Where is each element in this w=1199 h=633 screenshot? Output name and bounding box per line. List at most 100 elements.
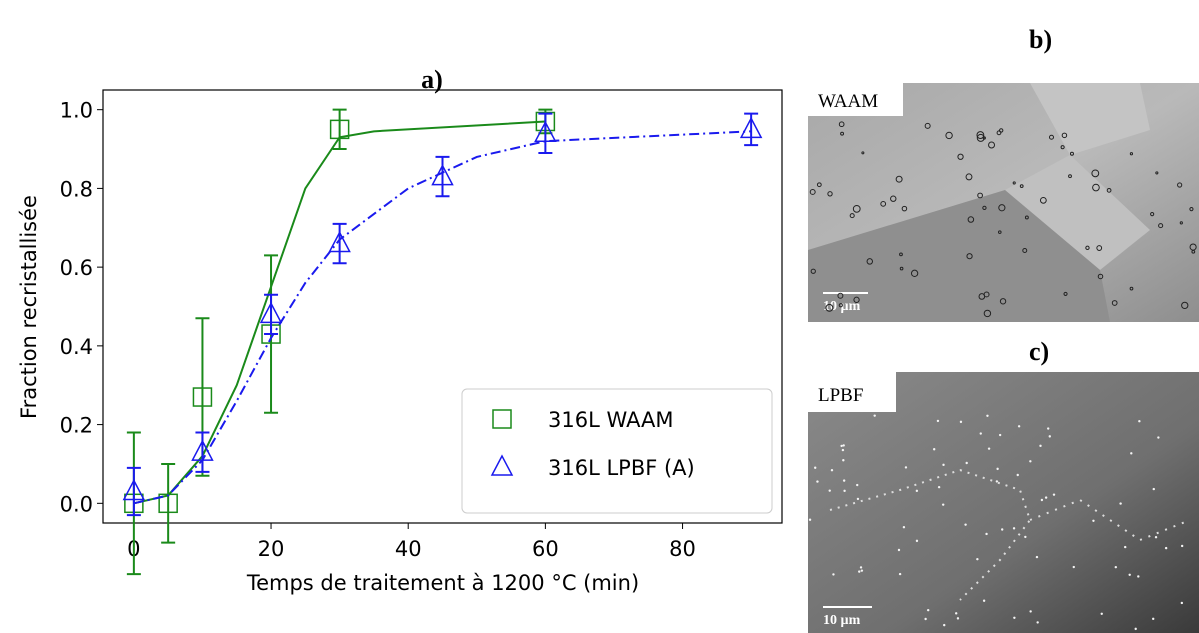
particle <box>828 489 831 492</box>
particle <box>1152 617 1155 621</box>
particle <box>977 192 983 199</box>
particle <box>1029 460 1032 463</box>
particle <box>856 497 860 501</box>
particle <box>945 131 953 140</box>
particle <box>1069 151 1074 156</box>
particle <box>965 461 968 465</box>
marker-square <box>492 409 512 429</box>
particle <box>998 433 1002 437</box>
error-bar <box>538 112 553 154</box>
particle <box>1180 601 1184 605</box>
particle <box>924 617 927 621</box>
particle <box>842 479 846 482</box>
particle <box>842 444 845 447</box>
particle <box>898 572 902 576</box>
marker-triangle <box>534 120 557 143</box>
legend-label: 316L LPBF (A) <box>548 456 695 480</box>
particle <box>986 414 989 417</box>
y-tick-label: 0.0 <box>60 492 93 516</box>
grain <box>1030 83 1150 155</box>
particle <box>1191 249 1196 254</box>
particle <box>1111 300 1118 306</box>
marker-square <box>192 387 213 407</box>
fit-line <box>133 130 752 505</box>
particle <box>943 623 946 627</box>
marker-square <box>329 119 350 140</box>
particle <box>955 612 958 615</box>
particle <box>1155 171 1159 175</box>
particle <box>842 459 845 462</box>
particle <box>1091 169 1100 178</box>
particle <box>1022 247 1028 253</box>
particle <box>966 253 973 260</box>
chart-title: a) <box>421 65 443 94</box>
particle <box>1179 221 1183 225</box>
particle <box>983 309 992 318</box>
x-tick-label: 20 <box>258 537 285 561</box>
particle <box>1119 502 1122 505</box>
particle <box>941 503 945 506</box>
marker-triangle <box>122 478 146 501</box>
marker-triangle <box>739 116 763 139</box>
particle <box>1048 134 1054 140</box>
particle <box>976 557 979 561</box>
particle <box>1029 610 1032 613</box>
particle <box>1044 496 1048 499</box>
particle <box>1012 527 1016 530</box>
particle <box>988 141 996 149</box>
particle <box>924 122 931 129</box>
particle <box>1060 145 1065 150</box>
label-box <box>808 83 903 116</box>
particle <box>1097 273 1104 280</box>
particle <box>873 414 876 417</box>
particle <box>1130 452 1133 455</box>
error-bar <box>332 222 347 265</box>
particle <box>825 303 834 312</box>
particle <box>1092 519 1095 523</box>
particle <box>1040 498 1044 502</box>
particle <box>858 570 861 573</box>
particle <box>1134 627 1137 631</box>
particle <box>1048 435 1051 438</box>
particle <box>1096 245 1103 251</box>
x-tick-label: 60 <box>532 537 559 561</box>
particle <box>1152 487 1155 491</box>
particle <box>996 130 1002 136</box>
particle <box>859 566 863 569</box>
particle <box>926 608 930 612</box>
particle <box>860 569 864 572</box>
particle <box>1128 573 1131 576</box>
marker-triangle <box>259 301 283 324</box>
particle <box>915 539 919 543</box>
particle <box>936 419 940 423</box>
error-bar <box>435 155 450 198</box>
particle <box>816 182 822 188</box>
marker-triangle <box>431 163 454 186</box>
y-tick-label: 0.2 <box>60 414 93 438</box>
particle <box>899 252 903 257</box>
error-bar <box>161 462 176 544</box>
particle <box>856 483 859 487</box>
particle <box>1052 493 1056 496</box>
particle <box>810 268 816 274</box>
particle <box>1063 291 1068 296</box>
particle <box>982 205 987 211</box>
particle <box>832 573 835 576</box>
particle <box>890 195 897 202</box>
error-bar <box>126 466 141 517</box>
particle <box>897 548 901 552</box>
legend-box <box>461 388 773 514</box>
particle <box>902 526 906 529</box>
particle <box>814 466 817 469</box>
particle <box>982 599 986 602</box>
image-label: WAAM <box>818 91 878 112</box>
particle <box>861 151 865 155</box>
particle <box>987 447 991 450</box>
particle <box>976 131 985 140</box>
particle <box>827 191 833 197</box>
particle <box>1157 436 1160 439</box>
error-bar <box>332 108 347 151</box>
particle <box>1016 473 1019 477</box>
particle <box>1035 555 1039 559</box>
